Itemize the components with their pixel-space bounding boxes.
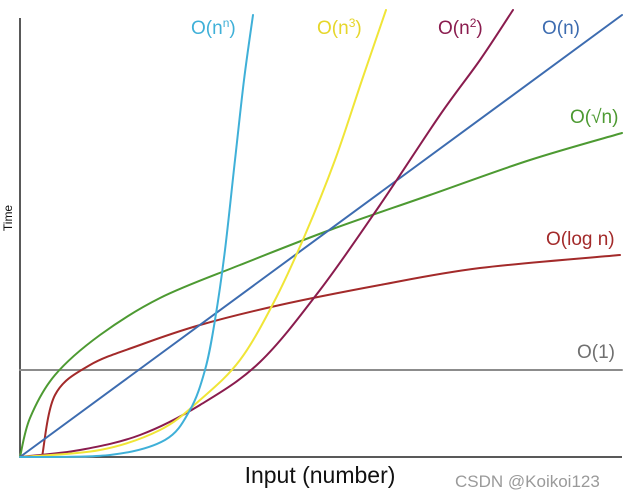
curve-o-n2 (19, 9, 514, 458)
label-o-nn: O(nn) (191, 16, 236, 39)
label-o-n3: O(n3) (317, 16, 362, 39)
watermark: CSDN @Koikoi123 (455, 472, 600, 491)
curve-o-log-n (41, 254, 621, 458)
x-axis-title: Input (number) (245, 462, 396, 488)
curve-o-sqrt-n (19, 132, 623, 458)
series-curves (19, 9, 623, 458)
label-o-n2: O(n2) (438, 16, 483, 39)
curve-o-nn (19, 14, 254, 458)
label-o-log-n: O(log n) (546, 229, 615, 250)
label-o-1: O(1) (577, 342, 615, 363)
curve-o-n (19, 14, 623, 458)
y-axis-title: Time (1, 205, 15, 232)
label-o-sqrt-n: O(√n) (570, 107, 618, 128)
curve-o-n3 (19, 9, 387, 458)
label-o-n: O(n) (542, 18, 580, 39)
